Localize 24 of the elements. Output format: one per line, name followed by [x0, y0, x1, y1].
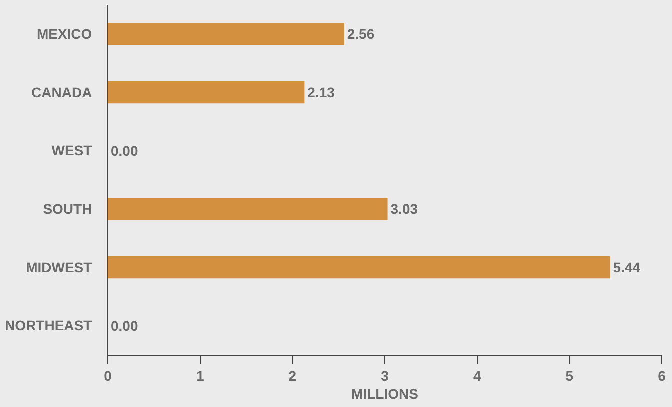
data-label: 2.13: [308, 84, 336, 100]
x-tick-label: 5: [566, 368, 574, 384]
data-label: 0.00: [111, 318, 138, 334]
bar: [108, 23, 344, 46]
bar: [108, 198, 388, 220]
data-label: 5.44: [613, 260, 641, 276]
y-tick-label: MIDWEST: [26, 259, 93, 276]
y-tick-label: MEXICO: [36, 26, 92, 42]
x-tick-label: 4: [473, 368, 482, 384]
x-tick-label: 6: [658, 368, 666, 384]
x-tick-label: 3: [381, 368, 390, 384]
y-tick-label: SOUTH: [43, 201, 92, 218]
bar: [108, 81, 305, 104]
x-axis-title: MILLIONS: [352, 386, 418, 402]
x-tick-label: 0: [104, 368, 112, 384]
y-tick-label: NORTHEAST: [5, 318, 93, 334]
y-tick-label: CANADA: [32, 84, 92, 100]
data-label: 2.56: [347, 26, 375, 42]
y-tick-label: WEST: [52, 142, 93, 159]
bar: [108, 256, 610, 279]
data-label: 3.03: [390, 201, 418, 218]
data-label: 0.00: [111, 142, 138, 159]
x-tick-label: 1: [196, 368, 204, 384]
x-tick-label: 2: [288, 368, 297, 384]
